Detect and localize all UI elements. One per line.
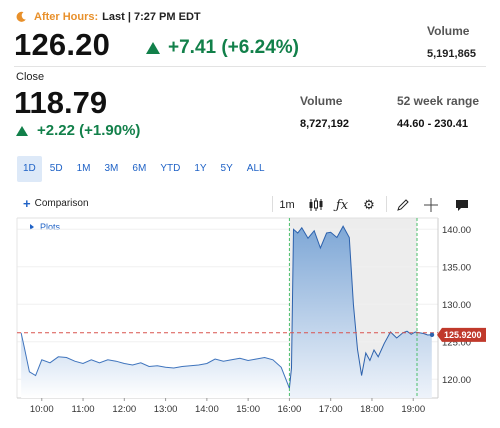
range-tab-5y[interactable]: 5Y [220, 163, 233, 174]
x-tick-label: 12:00 [112, 404, 136, 415]
range-tab-1d[interactable]: 1D [17, 156, 42, 182]
x-tick-label: 19:00 [401, 404, 425, 415]
x-tick-label: 18:00 [360, 404, 384, 415]
after-hours-line [288, 225, 432, 389]
52-week-range-label: 52 week range [397, 94, 480, 108]
comparison-button[interactable]: + Comparison [23, 195, 89, 211]
after-hours-area [289, 226, 432, 398]
crosshair-icon[interactable] [422, 196, 440, 214]
header-divider [14, 66, 486, 67]
range-tab-6m[interactable]: 6M [132, 163, 147, 174]
caret-right-icon [30, 224, 34, 230]
price-tag-background [437, 327, 486, 342]
after-hours-price: 126.20 [14, 27, 111, 62]
after-hours-volume-label: Volume [427, 24, 470, 38]
x-tick-label: 14:00 [195, 404, 219, 415]
comment-icon[interactable] [453, 196, 471, 214]
plots-label: Plots [40, 222, 61, 232]
x-tick-label: 15:00 [236, 404, 260, 415]
after-hours-change: +7.41 (+6.24%) [146, 37, 299, 59]
up-arrow-icon [16, 125, 28, 136]
interval-select[interactable]: 1m [279, 199, 295, 211]
y-tick-label: 130.00 [442, 300, 471, 311]
close-change: +2.22 (+1.90%) [16, 122, 140, 139]
close-label: Close [16, 71, 45, 83]
range-tab-1y[interactable]: 1Y [194, 163, 207, 174]
y-tick-label: 120.00 [442, 375, 471, 386]
up-arrow-icon [146, 42, 160, 54]
volume-label: Volume [300, 94, 343, 108]
range-tab-5d[interactable]: 5D [49, 163, 63, 174]
y-tick-label: 135.00 [442, 262, 471, 273]
range-tab-ytd[interactable]: YTD [160, 163, 181, 174]
x-tick-label: 17:00 [319, 404, 343, 415]
price-tag-label: 125.9200 [444, 330, 482, 340]
toolbar-divider [386, 196, 387, 212]
x-tick-label: 11:00 [72, 404, 95, 415]
close-price: 118.79 [14, 85, 108, 120]
range-tab-all[interactable]: ALL [246, 163, 265, 174]
range-tabs: 1D 5D 1M 3M 6M YTD 1Y 5Y ALL [17, 156, 273, 182]
x-tick-label: 10:00 [30, 404, 54, 415]
comparison-label: Comparison [34, 198, 89, 209]
regular-session-area [21, 332, 290, 398]
plots-toggle[interactable]: Plots [30, 222, 60, 232]
range-tab-1m[interactable]: 1M [76, 163, 91, 174]
y-tick-label: 125.00 [442, 337, 471, 348]
x-tick-label: 16:00 [278, 404, 302, 415]
after-hours-background [289, 218, 417, 398]
toolbar-divider [272, 196, 273, 212]
y-tick-label: 140.00 [442, 225, 471, 236]
function-icon[interactable]: ƒx [335, 197, 349, 213]
after-hours-label: After Hours: [34, 11, 99, 23]
plus-icon: + [23, 195, 31, 211]
close-change-value: +2.22 (+1.90%) [37, 122, 141, 139]
after-hours-row: After Hours: Last | 7:27 PM EDT [15, 11, 201, 23]
x-tick-label: 13:00 [154, 404, 178, 415]
regular-session-line [20, 332, 290, 389]
after-hours-change-value: +7.41 (+6.24%) [168, 37, 299, 58]
moon-icon [16, 11, 26, 22]
range-tab-3m[interactable]: 3M [104, 163, 119, 174]
last-price-dot [429, 332, 435, 338]
after-hours-volume-value: 5,191,865 [427, 48, 476, 60]
chart-toolbar: + Comparison 1m ƒx ⚙ [17, 194, 482, 216]
candlestick-icon[interactable] [307, 196, 325, 214]
pencil-icon[interactable] [394, 196, 412, 214]
gear-icon[interactable]: ⚙ [363, 197, 375, 212]
volume-value: 8,727,192 [300, 118, 349, 130]
after-hours-last-time: Last | 7:27 PM EDT [102, 11, 201, 23]
52-week-range-value: 44.60 - 230.41 [397, 118, 468, 130]
